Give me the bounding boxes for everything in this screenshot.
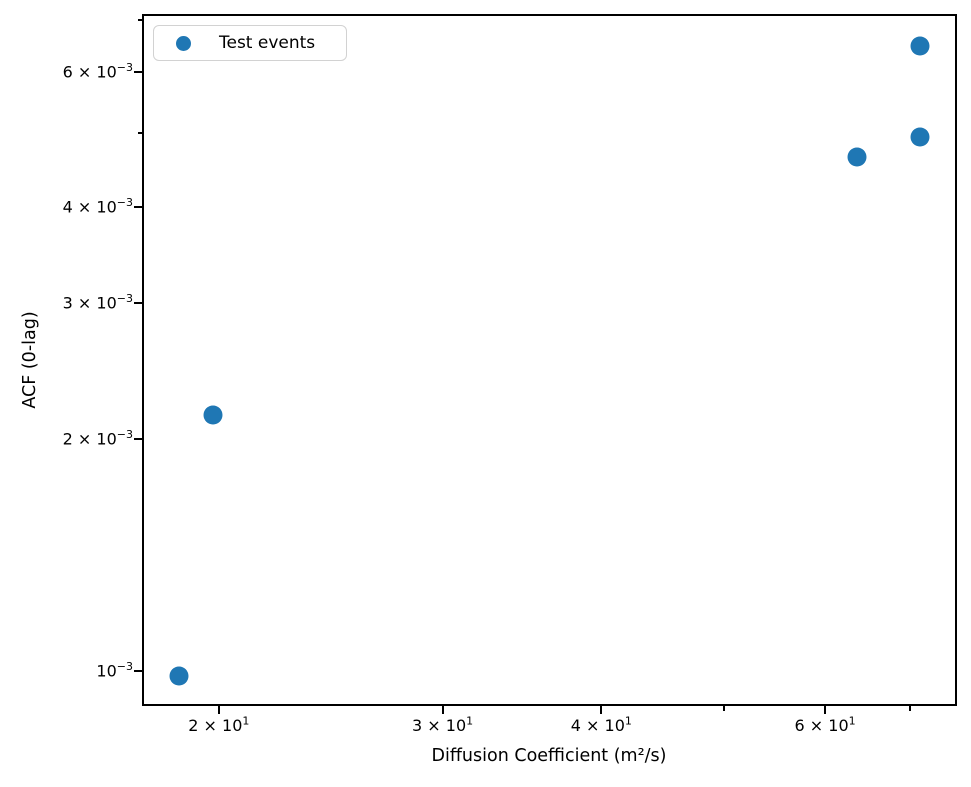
data-point	[910, 127, 930, 147]
y-axis-label: ACF (0-lag)	[20, 311, 40, 409]
x-tick-mark	[723, 706, 726, 711]
y-tick-mark	[134, 302, 142, 305]
y-tick-mark	[137, 131, 142, 134]
x-tick-mark	[600, 706, 603, 714]
x-tick-label: 4 × 101	[570, 714, 632, 735]
plot-area	[142, 14, 957, 706]
y-tick-mark	[134, 438, 142, 441]
y-tick-label: 2 × 10−3	[62, 428, 133, 449]
legend-label: Test events	[219, 33, 316, 53]
legend-circle-marker-icon	[176, 35, 191, 51]
x-tick-mark	[441, 706, 444, 714]
x-tick-label: 3 × 101	[412, 714, 474, 735]
data-point	[169, 666, 189, 686]
x-tick-label: 6 × 101	[794, 714, 856, 735]
data-point	[847, 147, 867, 167]
data-point	[203, 405, 223, 425]
data-point	[910, 36, 930, 56]
y-tick-label: 3 × 10−3	[62, 292, 133, 313]
x-tick-label: 2 × 101	[188, 714, 250, 735]
x-axis-label: Diffusion Coefficient (m²/s)	[431, 746, 667, 766]
x-tick-mark	[824, 706, 827, 714]
y-tick-mark	[137, 19, 142, 22]
legend: Test events	[153, 25, 347, 61]
x-tick-mark	[217, 706, 220, 714]
x-tick-mark	[909, 706, 912, 711]
y-tick-label: 6 × 10−3	[62, 60, 133, 82]
y-tick-mark	[134, 70, 142, 73]
y-tick-mark	[134, 206, 142, 209]
y-tick-label: 4 × 10−3	[62, 196, 133, 217]
y-tick-label: 10−3	[96, 659, 133, 681]
y-tick-mark	[134, 669, 142, 672]
